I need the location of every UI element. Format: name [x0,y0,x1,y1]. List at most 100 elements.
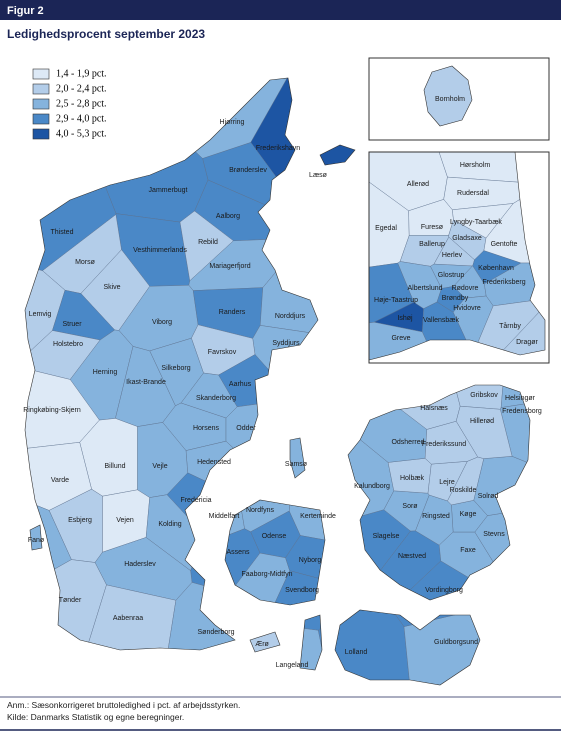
legend-label: 1,4 - 1,9 pct. [56,68,107,79]
coastline [334,609,481,686]
municipality-label: Lyngby-Taarbæk [450,219,502,226]
municipality-label: Allerød [407,181,429,188]
municipality [250,78,371,186]
municipality [222,607,297,685]
municipality-label: Haderslev [124,561,156,568]
legend-label: 2,0 - 2,4 pct. [56,83,107,94]
municipality [318,591,412,685]
municipality-label: Lejre [439,479,455,486]
coastline [347,384,531,601]
legend-label: 4,0 - 5,3 pct. [56,128,107,139]
municipality-label: Køge [460,511,477,518]
municipality-label: Guldborgsund [434,639,478,646]
municipality-label: Dragør [516,339,538,346]
municipality-label: Favrskov [208,349,237,356]
municipality-label: Herning [93,369,118,376]
municipality-label: Syddjurs [272,340,300,347]
labels: Hjørring Frederikshavn Læsø Brønderslev Jamm… [23,96,542,669]
bornholm-map [424,66,472,126]
municipality-label: Ringkøbing-Skjern [23,407,81,414]
coastline [224,499,326,606]
coastline [423,65,473,127]
coastline [299,614,323,671]
municipality-label: Vesthimmerlands [133,247,187,254]
municipality-label: Herlev [442,252,463,259]
municipality-label: Bornholm [435,96,465,103]
municipality-label: Aalborg [216,213,240,220]
municipality-label: Holbæk [400,475,425,482]
municipality-label: Fanø [28,537,45,544]
municipality [473,456,530,516]
coastline [319,144,356,166]
municipality-label: Frederikssund [422,441,466,448]
municipality-label: Fredericia [180,497,211,504]
municipality-label: Tårnby [499,322,521,330]
coastline [289,437,306,479]
legend-label: 2,5 - 2,8 pct. [56,98,107,109]
municipality-label: Faaborg-Midtfyn [242,571,293,578]
municipality-label: Lemvig [29,311,52,318]
legend-swatch [32,68,50,80]
municipality-label: Tønder [59,597,82,604]
municipality-label: Norddjurs [275,313,306,320]
municipality-label: Fredensborg [502,408,542,415]
note: Anm.: Sæsonkorrigeret bruttoledighed i p… [7,700,240,710]
municipality-label: Vordingborg [425,587,463,594]
municipality-label: Gentofte [491,241,518,248]
municipality-label: Slagelse [373,533,400,540]
legend-label: 2,9 - 4,0 pct. [56,113,107,124]
municipality-label: Kerteminde [300,513,336,520]
municipality-label: Næstved [398,553,426,560]
municipality-label: Hedensted [197,459,231,466]
municipality [252,325,375,403]
municipality-label: Langeland [276,662,309,669]
municipality-label: Vallensbæk [423,317,460,324]
municipality [25,559,107,685]
municipality-label: Helsingør [505,395,536,402]
municipality-label: Assens [227,549,250,556]
coastline [368,151,546,361]
municipality-label: Esbjerg [68,517,92,524]
municipality-label: Solrød [478,493,499,500]
municipality-label: Hørsholm [460,162,491,169]
coastline [29,524,43,551]
municipality-label: Rebild [198,239,218,246]
municipality-label: Albertslund [407,285,442,292]
municipality-label: Sorø [402,503,418,510]
municipality-label: Skanderborg [196,395,236,402]
municipality-label: Glostrup [438,272,465,279]
municipality-label: Silkeborg [161,365,190,372]
municipality-label: Samsø [285,461,308,468]
municipality-label: Brønderslev [229,167,267,174]
legend: 1,4 - 1,9 pct. 2,0 - 2,4 pct. 2,5 - 2,8 pc… [32,68,107,140]
municipality-label: Aabenraa [113,615,143,622]
municipality-label: Egedal [375,225,397,232]
coastline [249,631,281,653]
municipality-label: Ballerup [419,241,445,248]
municipality-label: Halsnæs [420,405,448,412]
municipality-label: Struer [62,321,82,328]
municipality-label: Varde [51,477,69,484]
municipality-label: Ishøj [397,315,413,322]
municipality-label: Jammerbugt [149,187,188,194]
municipality-label: Morsø [75,259,96,266]
municipality [424,66,472,126]
municipality-label: Vejle [152,463,167,470]
legend-swatch [32,128,50,140]
municipality [490,301,545,360]
municipality-label: Ikast-Brande [126,379,166,386]
municipality-label: Roskilde [450,487,477,494]
legend-swatch [32,98,50,110]
source: Kilde: Danmarks Statistik og egne beregn… [7,712,184,722]
municipality-label: Ærø [255,641,269,648]
municipality-label: Odder [236,425,256,432]
municipality-label: Gladsaxe [452,235,482,242]
municipality-label: Kalundborg [354,483,390,490]
municipality-label: Faxe [460,547,476,554]
municipality-label: Kolding [158,521,181,528]
municipality-label: Billund [104,463,125,470]
municipality-label: København [478,265,514,272]
municipality-label: Odense [262,533,287,540]
municipality-label: Aarhus [229,381,252,388]
